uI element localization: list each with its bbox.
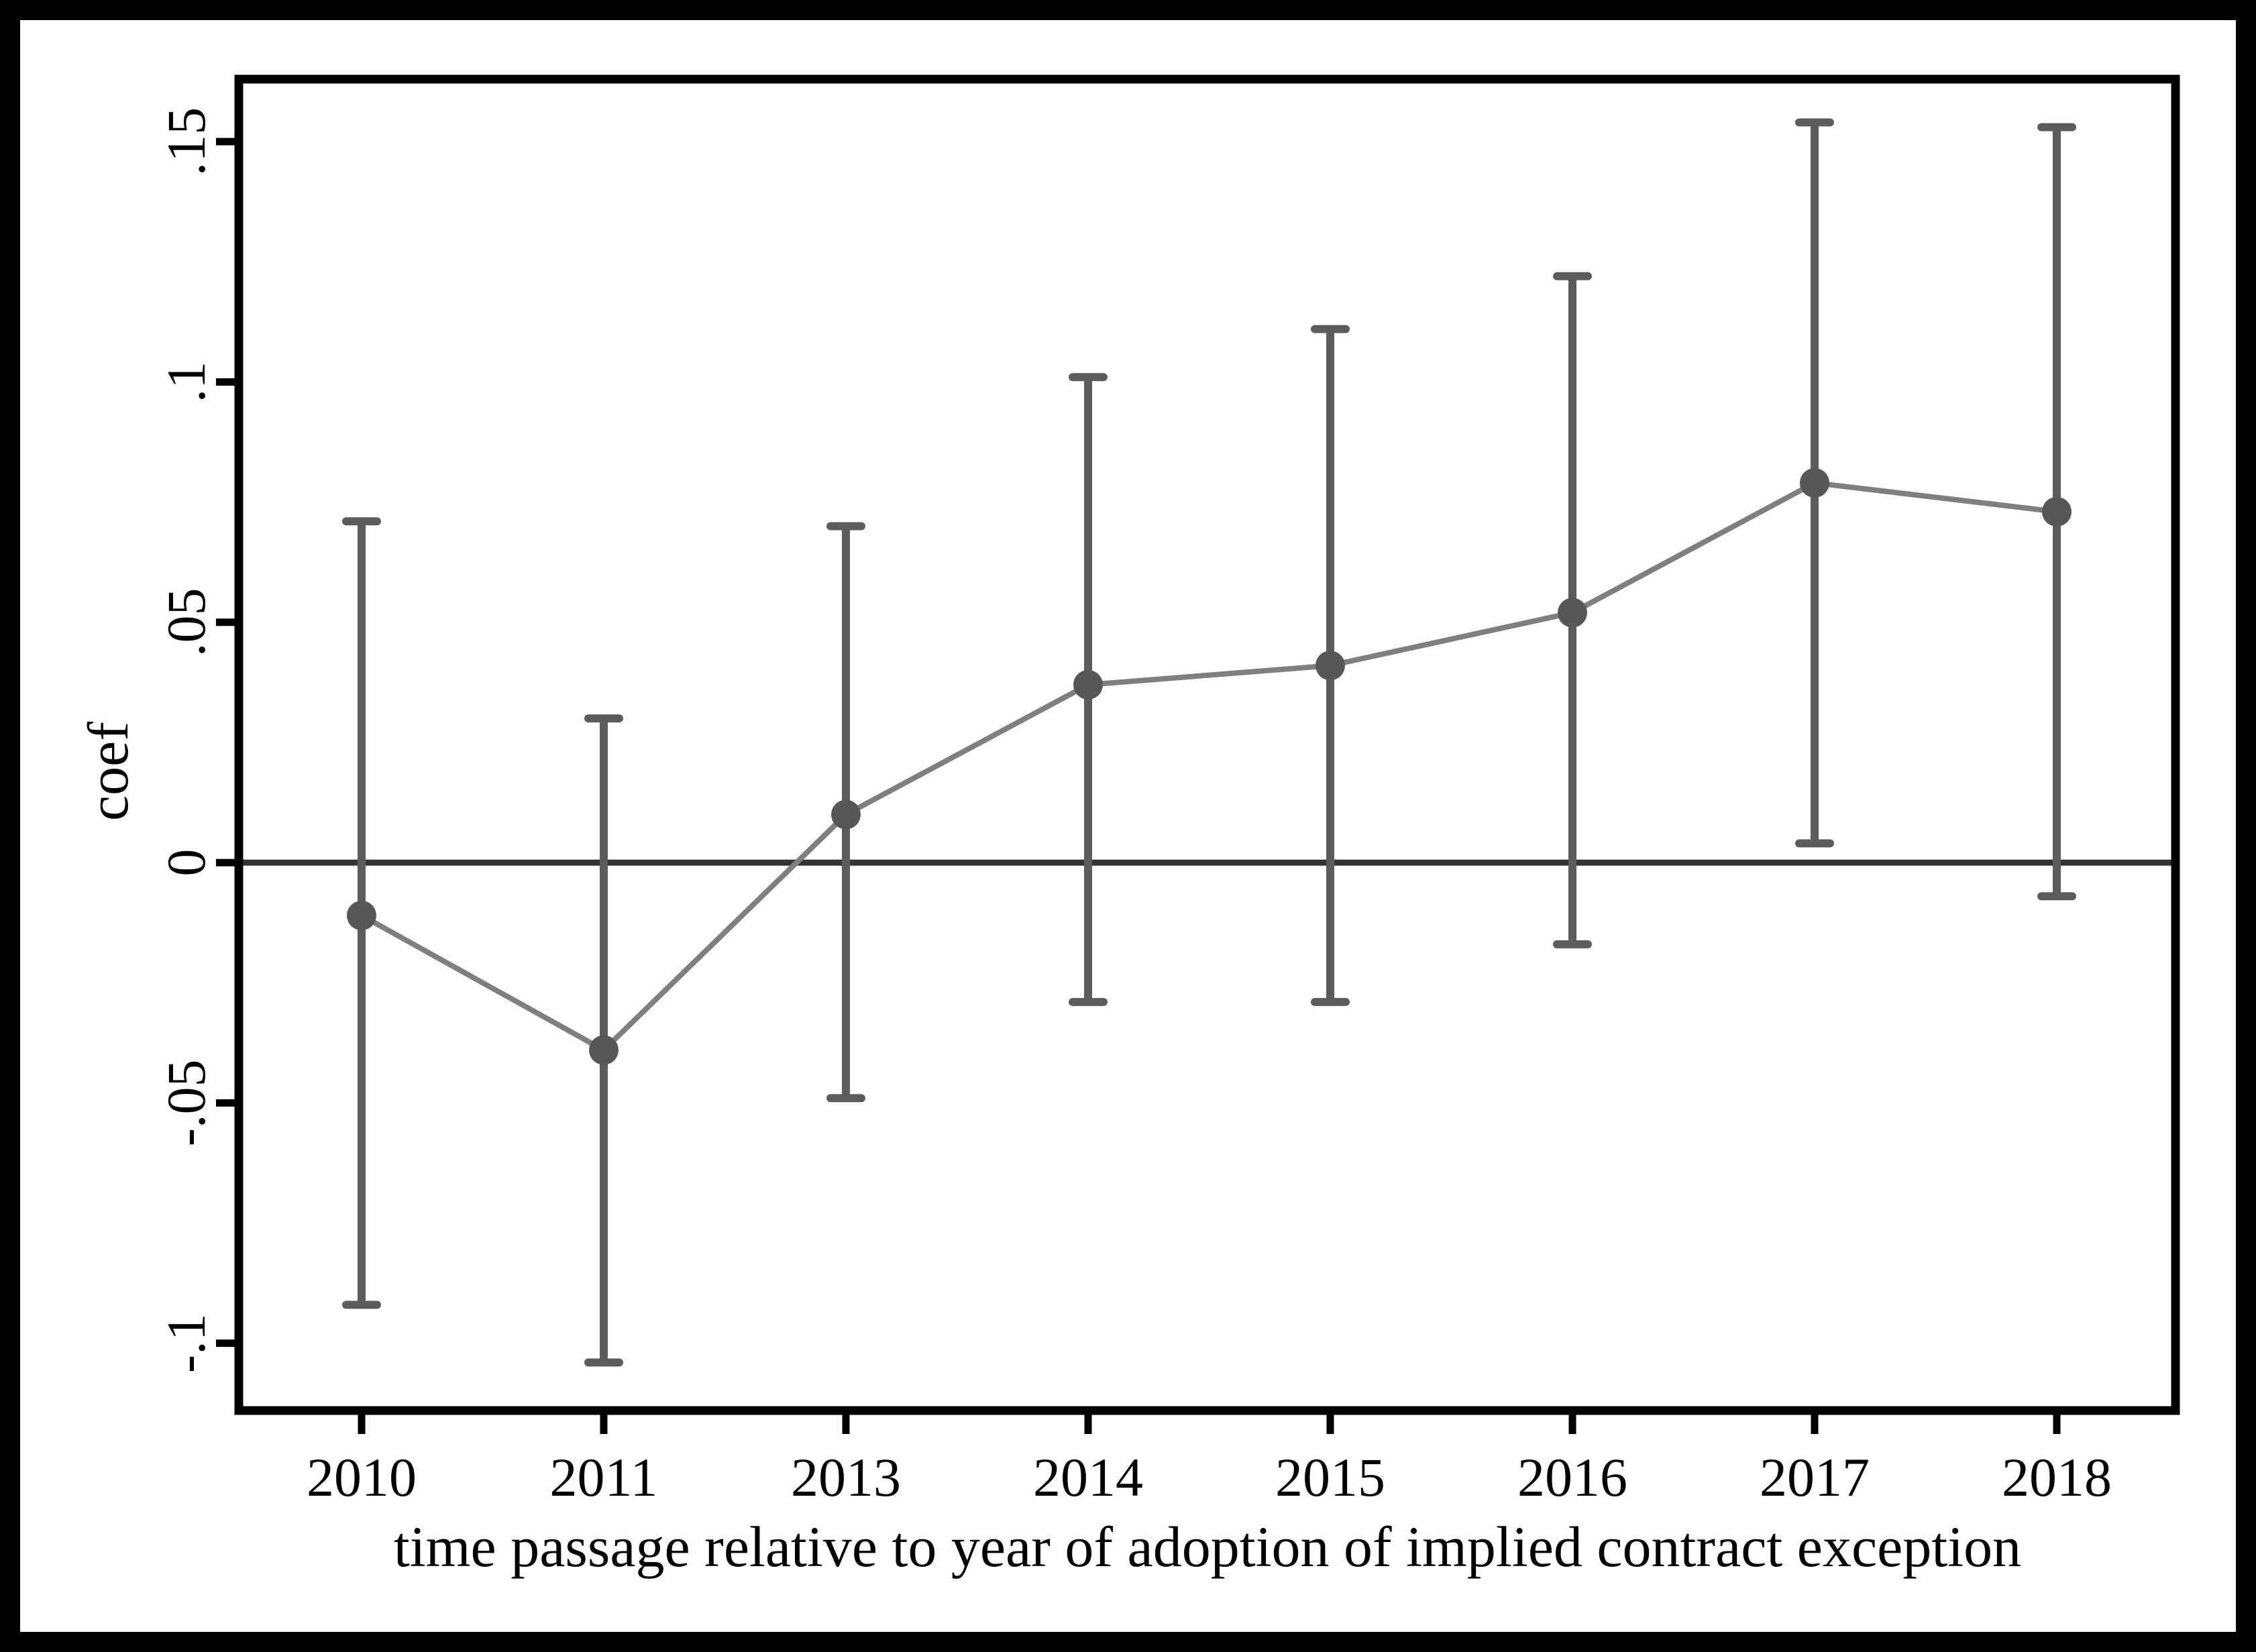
x-tick-label: 2015: [1275, 1447, 1385, 1508]
plot-marks: [239, 118, 2176, 1367]
figure-background: [20, 20, 2236, 1632]
trend-line: [360, 480, 2057, 1054]
data-point: [831, 800, 861, 830]
y-tick-label: -.05: [156, 1059, 217, 1146]
data-point: [1800, 467, 1829, 498]
y-axis-title: coef: [76, 722, 140, 821]
x-tick-label: 2013: [791, 1447, 901, 1508]
x-tick-label: 2016: [1517, 1447, 1627, 1508]
data-point: [2042, 496, 2072, 527]
data-point: [1073, 669, 1103, 700]
x-tick-label: 2011: [550, 1447, 658, 1508]
data-point: [1315, 651, 1345, 681]
data-point: [347, 900, 376, 930]
y-tick-label: -.1: [156, 1313, 217, 1373]
x-tick-label: 2010: [307, 1447, 417, 1508]
y-tick-label: 0: [156, 849, 217, 877]
y-tick-label: .1: [156, 362, 217, 403]
y-tick-label: .05: [156, 588, 217, 657]
data-point: [589, 1035, 619, 1065]
axes: .15 .1 .05 0 -.05 -.1 2010 2011 2013 2014 2015 2016…: [156, 107, 2112, 1508]
x-tick-label: 2017: [1760, 1447, 1870, 1508]
x-tick-label: 2014: [1033, 1447, 1143, 1508]
x-axis-title: time passage relative to year of adoptio…: [394, 1515, 2021, 1579]
x-tick-label: 2018: [2002, 1447, 2112, 1508]
plot-frame: [234, 74, 2180, 1415]
y-tick-label: .15: [156, 107, 217, 176]
data-point: [1558, 598, 1587, 628]
